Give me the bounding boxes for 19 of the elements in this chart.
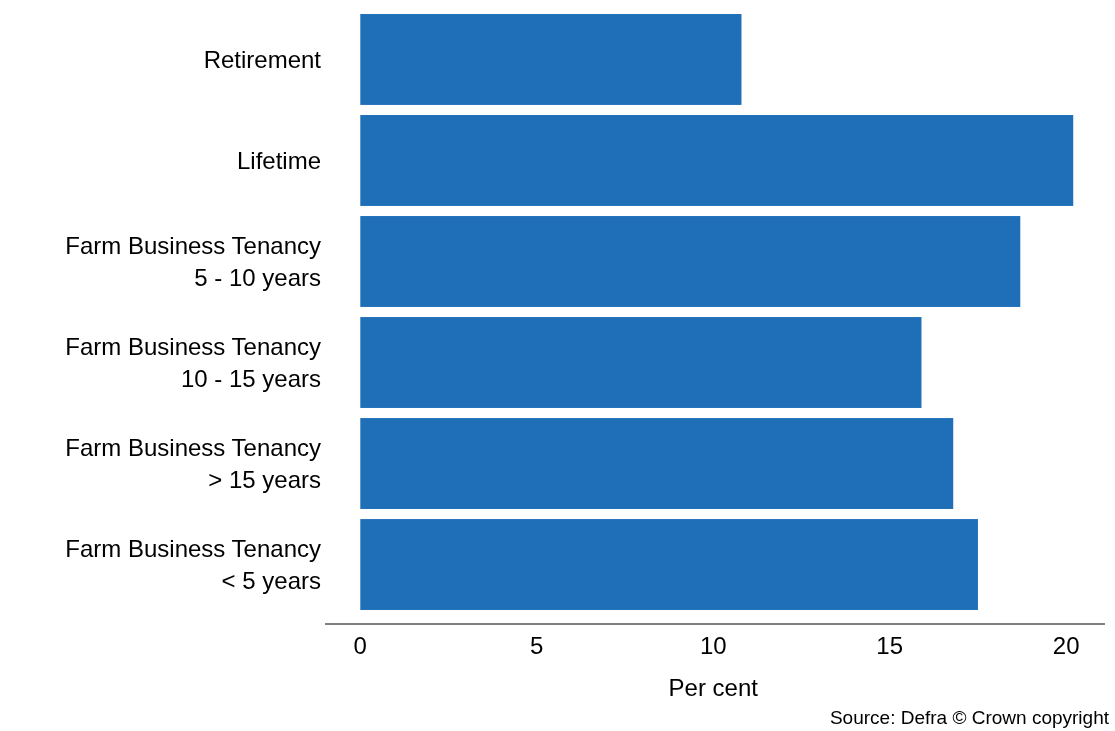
x-tick-label: 0 [353,632,367,659]
bar [360,519,978,610]
y-tick-label: Farm Business Tenancy < 5 years [65,534,321,594]
bar [360,418,954,509]
x-tick-label: 5 [530,632,544,659]
y-tick-label: Farm Business Tenancy 5 - 10 years [65,231,321,291]
bar [360,115,1074,206]
x-tick-label: 20 [1052,632,1080,659]
bar [360,14,742,105]
y-tick-label: Lifetime [236,146,321,174]
x-tick-label: 15 [876,632,904,659]
x-axis-title: Per cent [668,674,759,701]
source-note: Source: Defra © Crown copyright [829,707,1110,728]
x-tick-label: 10 [699,632,727,659]
y-tick-label: Farm Business Tenancy 10 - 15 years [65,332,321,392]
y-tick-label: Farm Business Tenancy > 15 years [65,433,321,493]
bar [360,216,1021,307]
bar [360,317,922,408]
y-tick-label: Retirement [203,45,322,73]
